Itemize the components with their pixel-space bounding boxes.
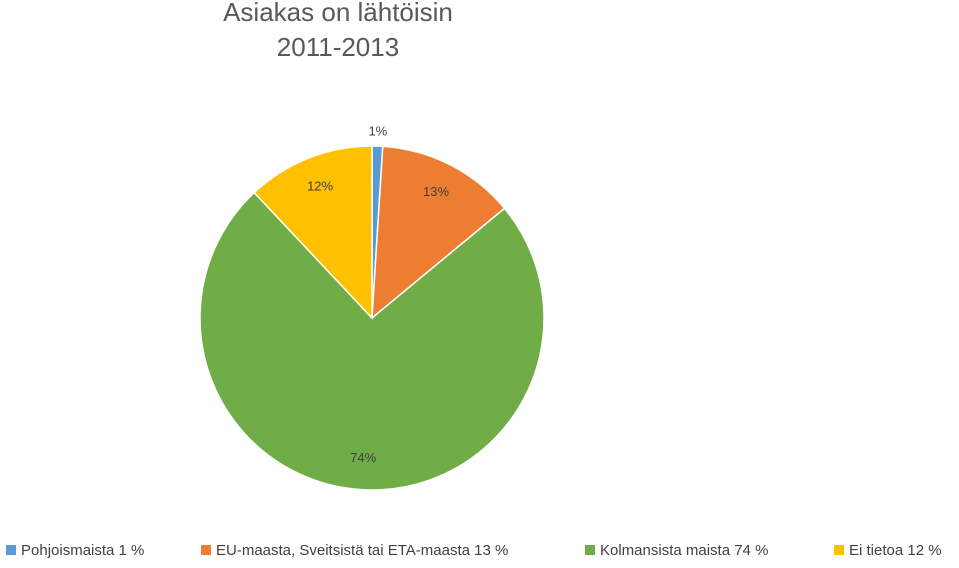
legend-label: EU-maasta, Sveitsistä tai ETA-maasta 13 … [216, 542, 508, 559]
pie-slice [253, 145, 373, 320]
legend-swatch [834, 545, 844, 555]
data-label: 74% [350, 450, 376, 465]
pie-slice [371, 145, 506, 320]
legend-swatch [585, 545, 595, 555]
legend-swatch [201, 545, 211, 555]
chart-title: Asiakas on lähtöisin [223, 0, 453, 27]
pie-slice [199, 191, 545, 491]
chart-subtitle: 2011-2013 [277, 32, 399, 62]
data-label: 13% [423, 184, 449, 199]
data-label: 12% [307, 178, 333, 193]
legend-swatch [6, 545, 16, 555]
data-label: 1% [368, 124, 387, 139]
legend-label: Pohjoismaista 1 % [21, 542, 144, 559]
legend-label: Ei tietoa 12 % [849, 542, 942, 559]
legend-label: Kolmansista maista 74 % [600, 542, 768, 559]
